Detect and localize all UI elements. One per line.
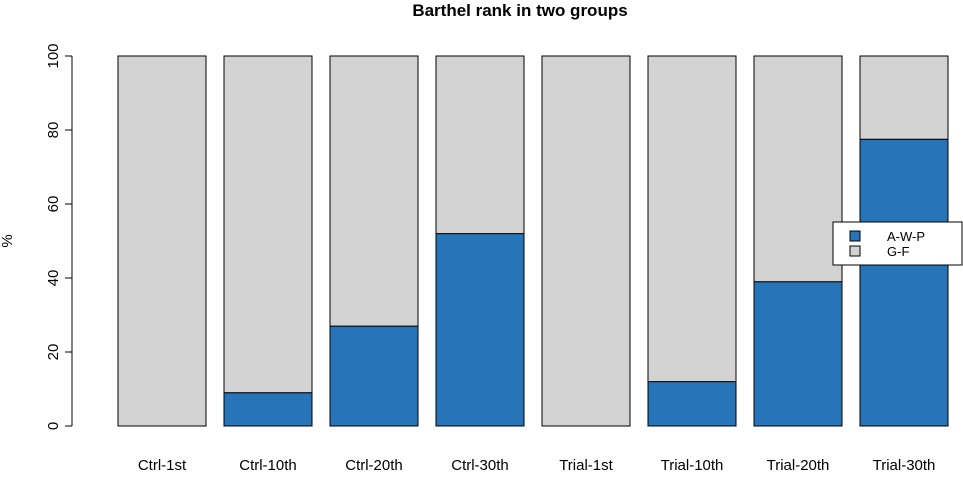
y-tick-label: 40 [45, 270, 62, 287]
category-labels: Ctrl-1st Ctrl-10th Ctrl-20th Ctrl-30th Trial… [138, 457, 936, 474]
y-tick-label: 100 [45, 43, 62, 68]
legend-swatch [849, 230, 861, 242]
bar-segment-g-f [647, 55, 737, 383]
legend: A-W-PG-F [832, 221, 963, 266]
bar-segment-a-w-p [435, 233, 525, 427]
bar-segment-g-f [329, 55, 419, 327]
bar-segment-a-w-p [753, 281, 843, 427]
category-label: Trial-20th [767, 457, 830, 473]
legend-label: G-F [887, 244, 909, 259]
category-label: Ctrl-10th [239, 457, 297, 473]
bar-segment-g-f [541, 55, 631, 427]
y-axis: 0 20 40 60 80 100 [45, 43, 73, 430]
bar-segment-a-w-p [223, 392, 313, 427]
y-tick-label: 80 [45, 122, 62, 139]
bar-segment-g-f [435, 55, 525, 235]
category-label: Ctrl-30th [451, 457, 509, 473]
y-tick-label: 20 [45, 344, 62, 361]
category-label: Ctrl-1st [138, 457, 187, 473]
bar-segment-a-w-p [647, 381, 737, 427]
bar-segment-g-f [753, 55, 843, 283]
category-label: Trial-30th [873, 457, 936, 473]
legend-label: A-W-P [887, 229, 925, 244]
y-tick-label: 60 [45, 196, 62, 213]
legend-swatch [849, 245, 861, 257]
legend-box [832, 221, 963, 266]
category-label: Trial-1st [559, 457, 613, 473]
bar-segment-g-f [223, 55, 313, 394]
category-label: Ctrl-20th [345, 457, 403, 473]
y-axis-label: % [0, 234, 16, 247]
category-label: Trial-10th [661, 457, 724, 473]
chart-title: Barthel rank in two groups [412, 1, 627, 20]
bar-segment-a-w-p [859, 138, 949, 427]
bar-segment-g-f [117, 55, 207, 427]
bar-segment-a-w-p [329, 325, 419, 427]
bar-segment-g-f [859, 55, 949, 140]
y-tick-label: 0 [45, 422, 62, 430]
bars [117, 55, 949, 427]
